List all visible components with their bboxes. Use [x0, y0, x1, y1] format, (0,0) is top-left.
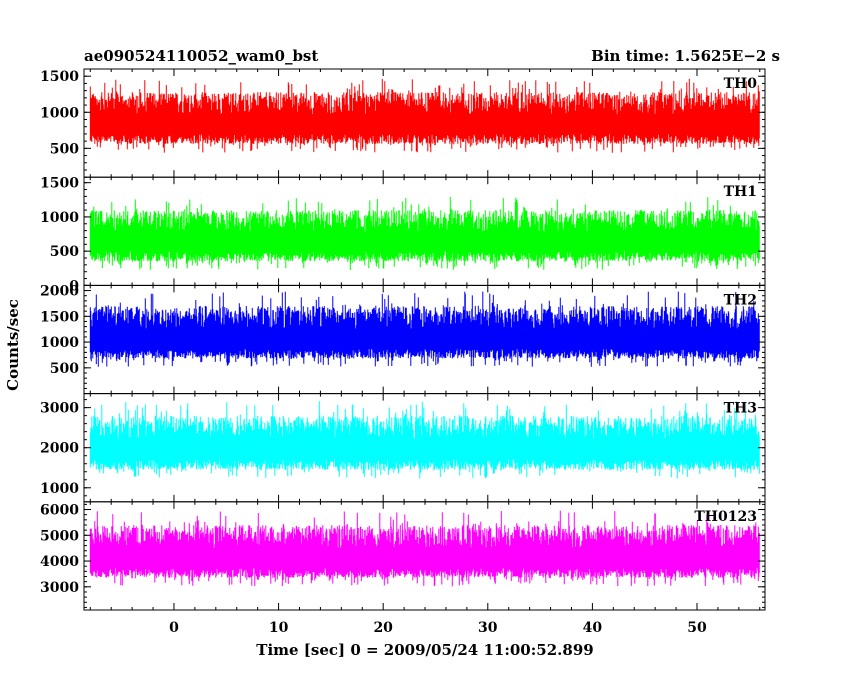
y-tick-label: 500 [50, 141, 79, 157]
series-th0123 [89, 510, 760, 587]
y-tick-label: 6000 [40, 503, 79, 519]
chart-title-right: Bin time: 1.5625E−2 s [591, 47, 780, 65]
x-axis-label: Time [sec] 0 = 2009/05/24 11:00:52.899 [256, 641, 593, 659]
y-tick-label: 2000 [40, 441, 79, 457]
y-tick-label: 3000 [40, 580, 79, 596]
y-tick-label: 1000 [40, 335, 79, 351]
panel-label: TH0123 [694, 509, 757, 525]
y-tick-label: 4000 [40, 554, 79, 570]
panel-label: TH0 [724, 76, 758, 92]
panel-th2: 500 1000 1500 2000 TH2 [40, 284, 766, 395]
y-tick-label: 1000 [40, 481, 79, 497]
series-th0 [89, 78, 760, 153]
x-tick-label: 20 [373, 620, 393, 636]
panel-label: TH3 [724, 401, 757, 417]
y-axis-label: Counts/sec [4, 299, 22, 391]
series-th3 [89, 401, 760, 479]
y-tick-label: 5000 [40, 528, 79, 544]
y-tick-label: 500 [50, 244, 79, 260]
panel-label: TH1 [724, 184, 757, 200]
x-tick-label: 30 [478, 620, 498, 636]
x-tick-label: 40 [583, 620, 603, 636]
series-th2 [89, 291, 760, 367]
y-tick-label: 1000 [40, 210, 79, 226]
series-th1 [89, 197, 760, 270]
y-tick-label: 2000 [40, 284, 79, 300]
y-tick-label: 500 [50, 361, 79, 377]
chart-title-left: ae090524110052_wam0_bst [84, 47, 318, 65]
panel-th0: 500 1000 1500 TH0 [40, 68, 766, 178]
y-tick-label: 0 [69, 278, 79, 294]
y-tick-label: 1500 [40, 309, 79, 325]
y-tick-label: 1500 [40, 176, 79, 192]
y-tick-label: 3000 [40, 401, 79, 417]
panel-label: TH2 [724, 292, 757, 308]
x-tick-label: 10 [269, 620, 289, 636]
y-tick-label: 1500 [40, 69, 79, 85]
x-tick-label: 50 [687, 620, 707, 636]
panel-th3: 1000 2000 3000 TH3 [40, 393, 766, 503]
panel-th0123: 3000 4000 5000 6000 TH0123 0 10 20 30 40 50 [40, 501, 766, 636]
y-tick-label: 1000 [40, 105, 79, 121]
panel-th1: 0 500 1000 1500 TH1 [40, 176, 766, 294]
x-tick-label: 0 [169, 620, 179, 636]
